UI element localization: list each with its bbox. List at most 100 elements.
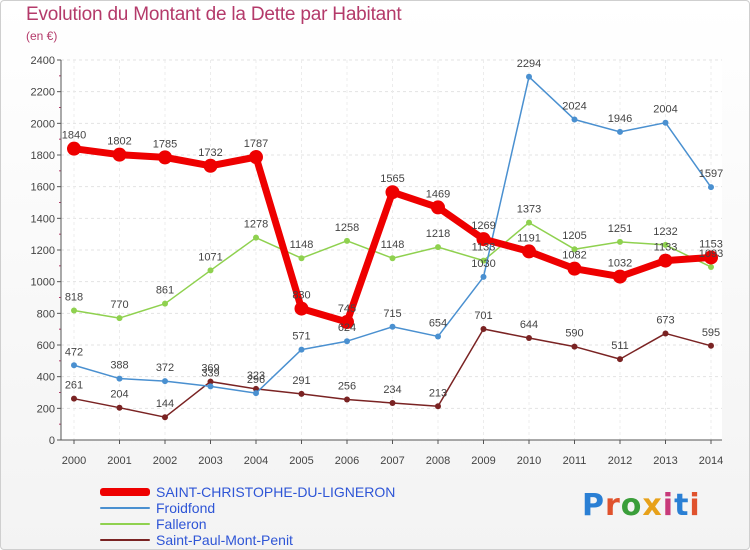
logo-letter: i: [689, 488, 701, 523]
chart-title: Evolution du Montant de la Dette par Hab…: [26, 4, 402, 25]
data-label-0: 745: [338, 303, 356, 315]
data-label-2: 1278: [244, 219, 268, 231]
series-point-2: [253, 234, 259, 241]
data-label-1: 388: [110, 360, 128, 372]
legend-swatch: [100, 523, 150, 525]
data-label-0: 1153: [699, 238, 723, 250]
data-label-3: 256: [338, 380, 356, 392]
series-point-2: [662, 241, 669, 248]
legend-swatch: [100, 539, 150, 541]
legend-swatch: [100, 507, 150, 509]
y-tick-label: 0: [49, 435, 55, 447]
y-tick-label: 1800: [31, 150, 55, 162]
logo-letter: P: [582, 488, 605, 523]
data-label-0: 1191: [517, 232, 541, 244]
series-point-2: [571, 246, 578, 253]
series-point-3: [162, 414, 168, 421]
series-point-3: [116, 404, 123, 411]
series-point-3: [71, 395, 77, 402]
series-point-2: [162, 300, 168, 307]
data-label-2: 1251: [608, 223, 632, 235]
logo-letter: o: [620, 488, 643, 523]
data-label-1: 296: [247, 374, 265, 386]
series-point-0: [704, 250, 718, 265]
data-label-1: 339: [201, 367, 219, 379]
series-point-1: [389, 323, 396, 330]
data-label-3: 261: [65, 380, 83, 392]
series-point-2: [344, 237, 350, 244]
x-tick-label: 2000: [62, 455, 86, 467]
series-point-3: [253, 385, 259, 392]
legend-label: Saint-Paul-Mont-Penit: [156, 532, 293, 548]
series-point-2: [617, 238, 623, 245]
data-label-0: 1469: [426, 188, 450, 200]
data-label-1: 1946: [608, 113, 632, 125]
series-point-3: [662, 330, 669, 337]
series-point-3: [571, 343, 578, 350]
series-point-3: [435, 403, 441, 410]
data-label-0: 1032: [608, 258, 632, 270]
data-label-2: 1148: [290, 239, 314, 251]
data-label-1: 372: [156, 362, 174, 374]
series-point-1: [617, 128, 623, 135]
legend-swatch: [100, 488, 150, 496]
y-tick-label: 1200: [31, 245, 55, 257]
series-point-3: [480, 326, 487, 333]
x-tick-label: 2002: [153, 455, 177, 467]
data-label-1: 2024: [562, 101, 586, 113]
data-label-0: 1785: [153, 138, 177, 150]
data-label-2: 1093: [699, 248, 723, 260]
data-label-0: 1565: [380, 173, 404, 185]
legend-label: Froidfond: [156, 500, 216, 516]
series-point-1: [344, 338, 350, 345]
data-label-2: 1373: [517, 204, 541, 216]
series-point-0: [385, 185, 400, 200]
series-point-0: [67, 141, 81, 156]
x-tick-label: 2001: [107, 455, 131, 467]
series-point-3: [708, 342, 714, 349]
y-tick-label: 1000: [31, 277, 55, 289]
data-label-3: 595: [702, 327, 720, 339]
data-label-3: 213: [429, 387, 447, 399]
series-point-2: [480, 257, 487, 264]
x-tick-label: 2014: [699, 455, 723, 467]
y-tick-label: 1600: [31, 182, 55, 194]
logo-letter: i: [662, 488, 675, 523]
legend-label: Falleron: [156, 516, 207, 532]
data-label-3: 590: [565, 328, 583, 340]
data-label-1: 2004: [653, 104, 677, 116]
series-point-1: [162, 378, 168, 385]
series-point-2: [298, 255, 305, 262]
logo-letter: r: [605, 488, 621, 523]
series-point-1: [207, 383, 214, 390]
y-tick-label: 800: [37, 308, 55, 320]
series-point-2: [435, 244, 441, 251]
data-label-2: 818: [65, 291, 83, 303]
x-tick-label: 2008: [426, 455, 450, 467]
series-point-3: [389, 399, 396, 406]
series-point-3: [344, 396, 350, 403]
data-label-1: 571: [292, 331, 310, 343]
y-tick-label: 400: [37, 372, 55, 384]
data-label-3: 511: [611, 340, 629, 352]
series-point-2: [116, 315, 123, 322]
y-tick-label: 200: [37, 403, 55, 415]
data-label-0: 830: [292, 290, 310, 302]
x-tick-label: 2013: [653, 455, 677, 467]
series-point-0: [476, 232, 491, 247]
data-label-3: 323: [247, 370, 265, 382]
data-label-2: 1232: [653, 226, 677, 238]
x-tick-label: 2003: [198, 455, 222, 467]
data-label-3: 673: [656, 314, 674, 326]
data-label-3: 701: [474, 310, 492, 322]
data-label-3: 204: [110, 389, 128, 401]
series-point-0: [249, 150, 263, 165]
series-point-1: [116, 375, 123, 382]
series-point-0: [158, 150, 172, 165]
data-label-2: 1218: [426, 228, 450, 240]
x-tick-label: 2009: [471, 455, 495, 467]
series-point-0: [567, 261, 582, 276]
data-label-0: 1732: [198, 147, 222, 159]
data-label-1: 654: [429, 317, 447, 329]
